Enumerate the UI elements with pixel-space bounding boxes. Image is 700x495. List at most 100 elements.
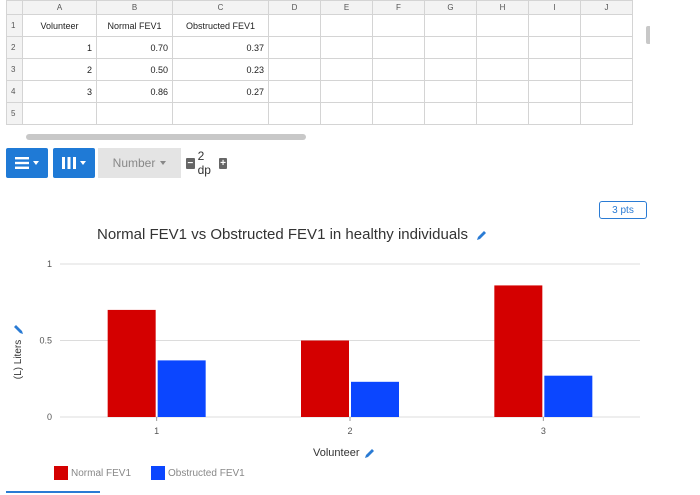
cell[interactable]: 0.37: [172, 36, 269, 59]
legend-item-normal[interactable]: Normal FEV1: [54, 466, 131, 480]
decrease-decimals-button[interactable]: −: [186, 157, 195, 169]
y-axis-title: (L) Liters: [12, 321, 24, 381]
cell[interactable]: [424, 58, 477, 81]
cell[interactable]: [320, 80, 373, 103]
number-format-dropdown[interactable]: Number: [98, 148, 181, 178]
y-axis-label: (L) Liters: [12, 339, 24, 380]
cell[interactable]: 0.70: [96, 36, 173, 59]
cell[interactable]: [580, 14, 633, 37]
cell[interactable]: [528, 14, 581, 37]
spreadsheet[interactable]: A B C D E F G H I J 1 Volunteer Normal F…: [6, 0, 650, 142]
cell[interactable]: [528, 58, 581, 81]
corner-cell[interactable]: [6, 0, 23, 15]
row-header[interactable]: 4: [6, 80, 23, 103]
cell[interactable]: 1: [22, 36, 97, 59]
table-row: 5: [6, 102, 633, 125]
x-tick-label: 2: [347, 426, 352, 436]
legend-item-obstructed[interactable]: Obstructed FEV1: [151, 466, 245, 480]
cell[interactable]: 2: [22, 58, 97, 81]
cell[interactable]: [424, 14, 477, 37]
cell[interactable]: Volunteer: [22, 14, 97, 37]
cell[interactable]: [528, 36, 581, 59]
cell[interactable]: [268, 102, 321, 125]
bar-chart: 0 0.5 1 1 2 3: [39, 259, 640, 436]
cell[interactable]: [96, 102, 173, 125]
cell[interactable]: Normal FEV1: [96, 14, 173, 37]
increase-decimals-button[interactable]: +: [218, 157, 228, 169]
chart-title-text: Normal FEV1 vs Obstructed FEV1 in health…: [97, 226, 468, 243]
cell[interactable]: [476, 102, 529, 125]
cell[interactable]: 0.23: [172, 58, 269, 81]
edit-title-pencil-icon[interactable]: [476, 229, 488, 241]
cell[interactable]: [22, 102, 97, 125]
cell[interactable]: [424, 102, 477, 125]
cell[interactable]: [372, 14, 425, 37]
column-header[interactable]: E: [320, 0, 373, 15]
cell[interactable]: 0.50: [96, 58, 173, 81]
cell[interactable]: [372, 58, 425, 81]
column-header-row: A B C D E F G H I J: [6, 0, 633, 15]
cell[interactable]: 3: [22, 80, 97, 103]
row-header[interactable]: 1: [6, 14, 23, 37]
cell[interactable]: 0.86: [96, 80, 173, 103]
y-tick-label: 0: [47, 412, 52, 422]
row-header[interactable]: 5: [6, 102, 23, 125]
row-header[interactable]: 2: [6, 36, 23, 59]
cell[interactable]: [476, 80, 529, 103]
cell[interactable]: [268, 36, 321, 59]
x-axis-label: Volunteer: [313, 447, 360, 459]
chevron-down-icon: [160, 161, 167, 165]
cell[interactable]: [268, 14, 321, 37]
cell[interactable]: [476, 14, 529, 37]
cell[interactable]: [580, 36, 633, 59]
column-header[interactable]: B: [96, 0, 173, 15]
decimal-places-label: 2 dp: [197, 149, 211, 177]
cell[interactable]: [372, 80, 425, 103]
rows-menu-button[interactable]: [6, 148, 48, 178]
vertical-scrollbar[interactable]: [646, 26, 650, 44]
cell[interactable]: [320, 58, 373, 81]
legend-swatch-obstructed: [151, 466, 166, 480]
row-header[interactable]: 3: [6, 58, 23, 81]
cell[interactable]: [580, 58, 633, 81]
bar-normal: [301, 340, 349, 417]
chevron-down-icon: [33, 161, 39, 165]
cell[interactable]: [580, 102, 633, 125]
cell[interactable]: [528, 102, 581, 125]
chevron-down-icon: [80, 161, 86, 165]
column-header[interactable]: C: [172, 0, 269, 15]
cell[interactable]: [172, 102, 269, 125]
cell[interactable]: [580, 80, 633, 103]
cell[interactable]: 0.27: [172, 80, 269, 103]
spreadsheet-grid[interactable]: A B C D E F G H I J 1 Volunteer Normal F…: [6, 0, 633, 125]
table-row: 3 2 0.50 0.23: [6, 58, 633, 81]
cell[interactable]: [320, 102, 373, 125]
bar-normal: [107, 309, 156, 417]
cell[interactable]: [476, 36, 529, 59]
cell[interactable]: [268, 80, 321, 103]
columns-menu-button[interactable]: [53, 148, 95, 178]
chart-title: Normal FEV1 vs Obstructed FEV1 in health…: [97, 226, 488, 243]
column-header[interactable]: D: [268, 0, 321, 15]
cell[interactable]: [476, 58, 529, 81]
column-header[interactable]: H: [476, 0, 529, 15]
cell[interactable]: [372, 102, 425, 125]
column-header[interactable]: G: [424, 0, 477, 15]
table-row: 1 Volunteer Normal FEV1 Obstructed FEV1: [6, 14, 633, 37]
column-header[interactable]: A: [22, 0, 97, 15]
horizontal-scrollbar[interactable]: [26, 134, 306, 140]
cell[interactable]: Obstructed FEV1: [172, 14, 269, 37]
cell[interactable]: [268, 58, 321, 81]
cell[interactable]: [320, 36, 373, 59]
edit-y-axis-pencil-icon[interactable]: [12, 323, 24, 335]
column-header[interactable]: J: [580, 0, 633, 15]
decimal-places-control: − 2 dp +: [186, 149, 228, 177]
cell[interactable]: [372, 36, 425, 59]
column-header[interactable]: F: [372, 0, 425, 15]
cell[interactable]: [424, 80, 477, 103]
edit-x-axis-pencil-icon[interactable]: [364, 447, 376, 459]
cell[interactable]: [424, 36, 477, 59]
column-header[interactable]: I: [528, 0, 581, 15]
cell[interactable]: [528, 80, 581, 103]
cell[interactable]: [320, 14, 373, 37]
